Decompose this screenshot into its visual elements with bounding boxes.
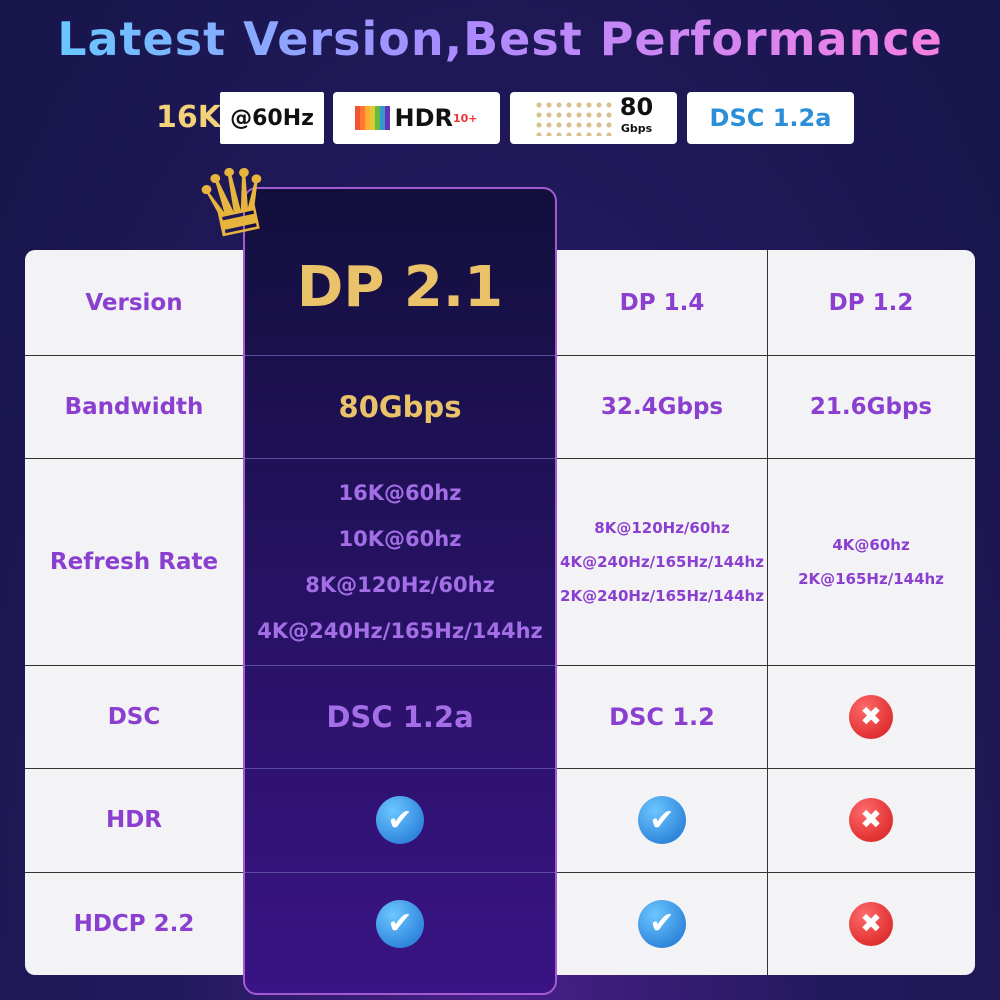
row-divider <box>25 768 243 769</box>
row-label: HDR <box>105 807 163 833</box>
row-divider <box>557 458 975 459</box>
hdr-badge: HDR 10+ <box>333 92 500 144</box>
x-circle-icon: ✖ <box>849 694 893 739</box>
row-divider <box>25 872 243 873</box>
cell-dp14: ✔ <box>557 872 767 975</box>
cell-dp21: ✔ <box>243 872 557 975</box>
check-circle-icon: ✔ <box>376 899 424 948</box>
dp21-highlight-panel <box>243 187 557 995</box>
row-label: Refresh Rate <box>49 548 219 575</box>
row-divider <box>25 458 243 459</box>
cell-dp12: 21.6Gbps <box>809 393 933 420</box>
dsc-badge: DSC 1.2a <box>687 92 854 144</box>
cell-dp12: 4K@60hz 2K@165Hz/144hz <box>798 535 944 588</box>
row-divider <box>557 355 975 356</box>
row-label: DSC <box>107 703 161 730</box>
row-divider <box>557 665 975 666</box>
cell-dp21: 80Gbps <box>338 389 462 424</box>
x-circle-icon: ✖ <box>849 798 893 842</box>
header-dp21: DP 2.1 <box>296 255 504 320</box>
dots-pattern-icon <box>533 100 614 136</box>
crown-icon: ♛ <box>184 142 286 263</box>
cell-dp14: DSC 1.2 <box>609 702 715 731</box>
header-dp12: DP 1.2 <box>828 289 914 316</box>
cell-dp14: 8K@120Hz/60hz 4K@240Hz/165Hz/144hz 2K@240H… <box>560 518 764 605</box>
cell-dp12: ✖ <box>767 665 975 768</box>
row-divider <box>557 768 975 769</box>
feature-badges: 16K @60Hz HDR 10+ 80 Gbps DSC 1.2a <box>0 92 1000 144</box>
header-version: Version <box>85 289 183 316</box>
row-divider <box>245 665 555 666</box>
check-circle-icon: ✔ <box>638 899 686 948</box>
cell-dp14: 32.4Gbps <box>600 393 724 420</box>
cell-dp12: ✖ <box>767 768 975 872</box>
row-divider <box>245 768 555 769</box>
check-circle-icon: ✔ <box>376 796 424 844</box>
row-divider <box>25 355 243 356</box>
cell-dp14: ✔ <box>557 768 767 872</box>
row-label: HDCP 2.2 <box>73 910 195 937</box>
page-title: Latest Version,Best Performance <box>0 12 1000 66</box>
row-divider <box>25 665 243 666</box>
cell-dp21: ✔ <box>243 768 557 872</box>
header-dp14: DP 1.4 <box>619 289 705 316</box>
bandwidth-badge: 80 Gbps <box>510 92 677 144</box>
row-divider <box>245 458 555 459</box>
row-label: Bandwidth <box>64 393 204 420</box>
x-circle-icon: ✖ <box>849 901 893 946</box>
cell-dp21: 16K@60hz 10K@60hz 8K@120Hz/60hz 4K@240Hz/16… <box>257 480 543 643</box>
row-divider <box>245 872 555 873</box>
hdr-logo-icon <box>355 106 391 130</box>
cell-dp12: ✖ <box>767 872 975 975</box>
column-divider <box>767 250 768 975</box>
check-circle-icon: ✔ <box>638 796 686 844</box>
row-divider <box>245 355 555 356</box>
resolution-badge-text: 16K <box>156 100 221 135</box>
row-divider <box>557 872 975 873</box>
cell-dp21: DSC 1.2a <box>326 699 474 734</box>
refresh-badge: @60Hz <box>220 92 324 144</box>
